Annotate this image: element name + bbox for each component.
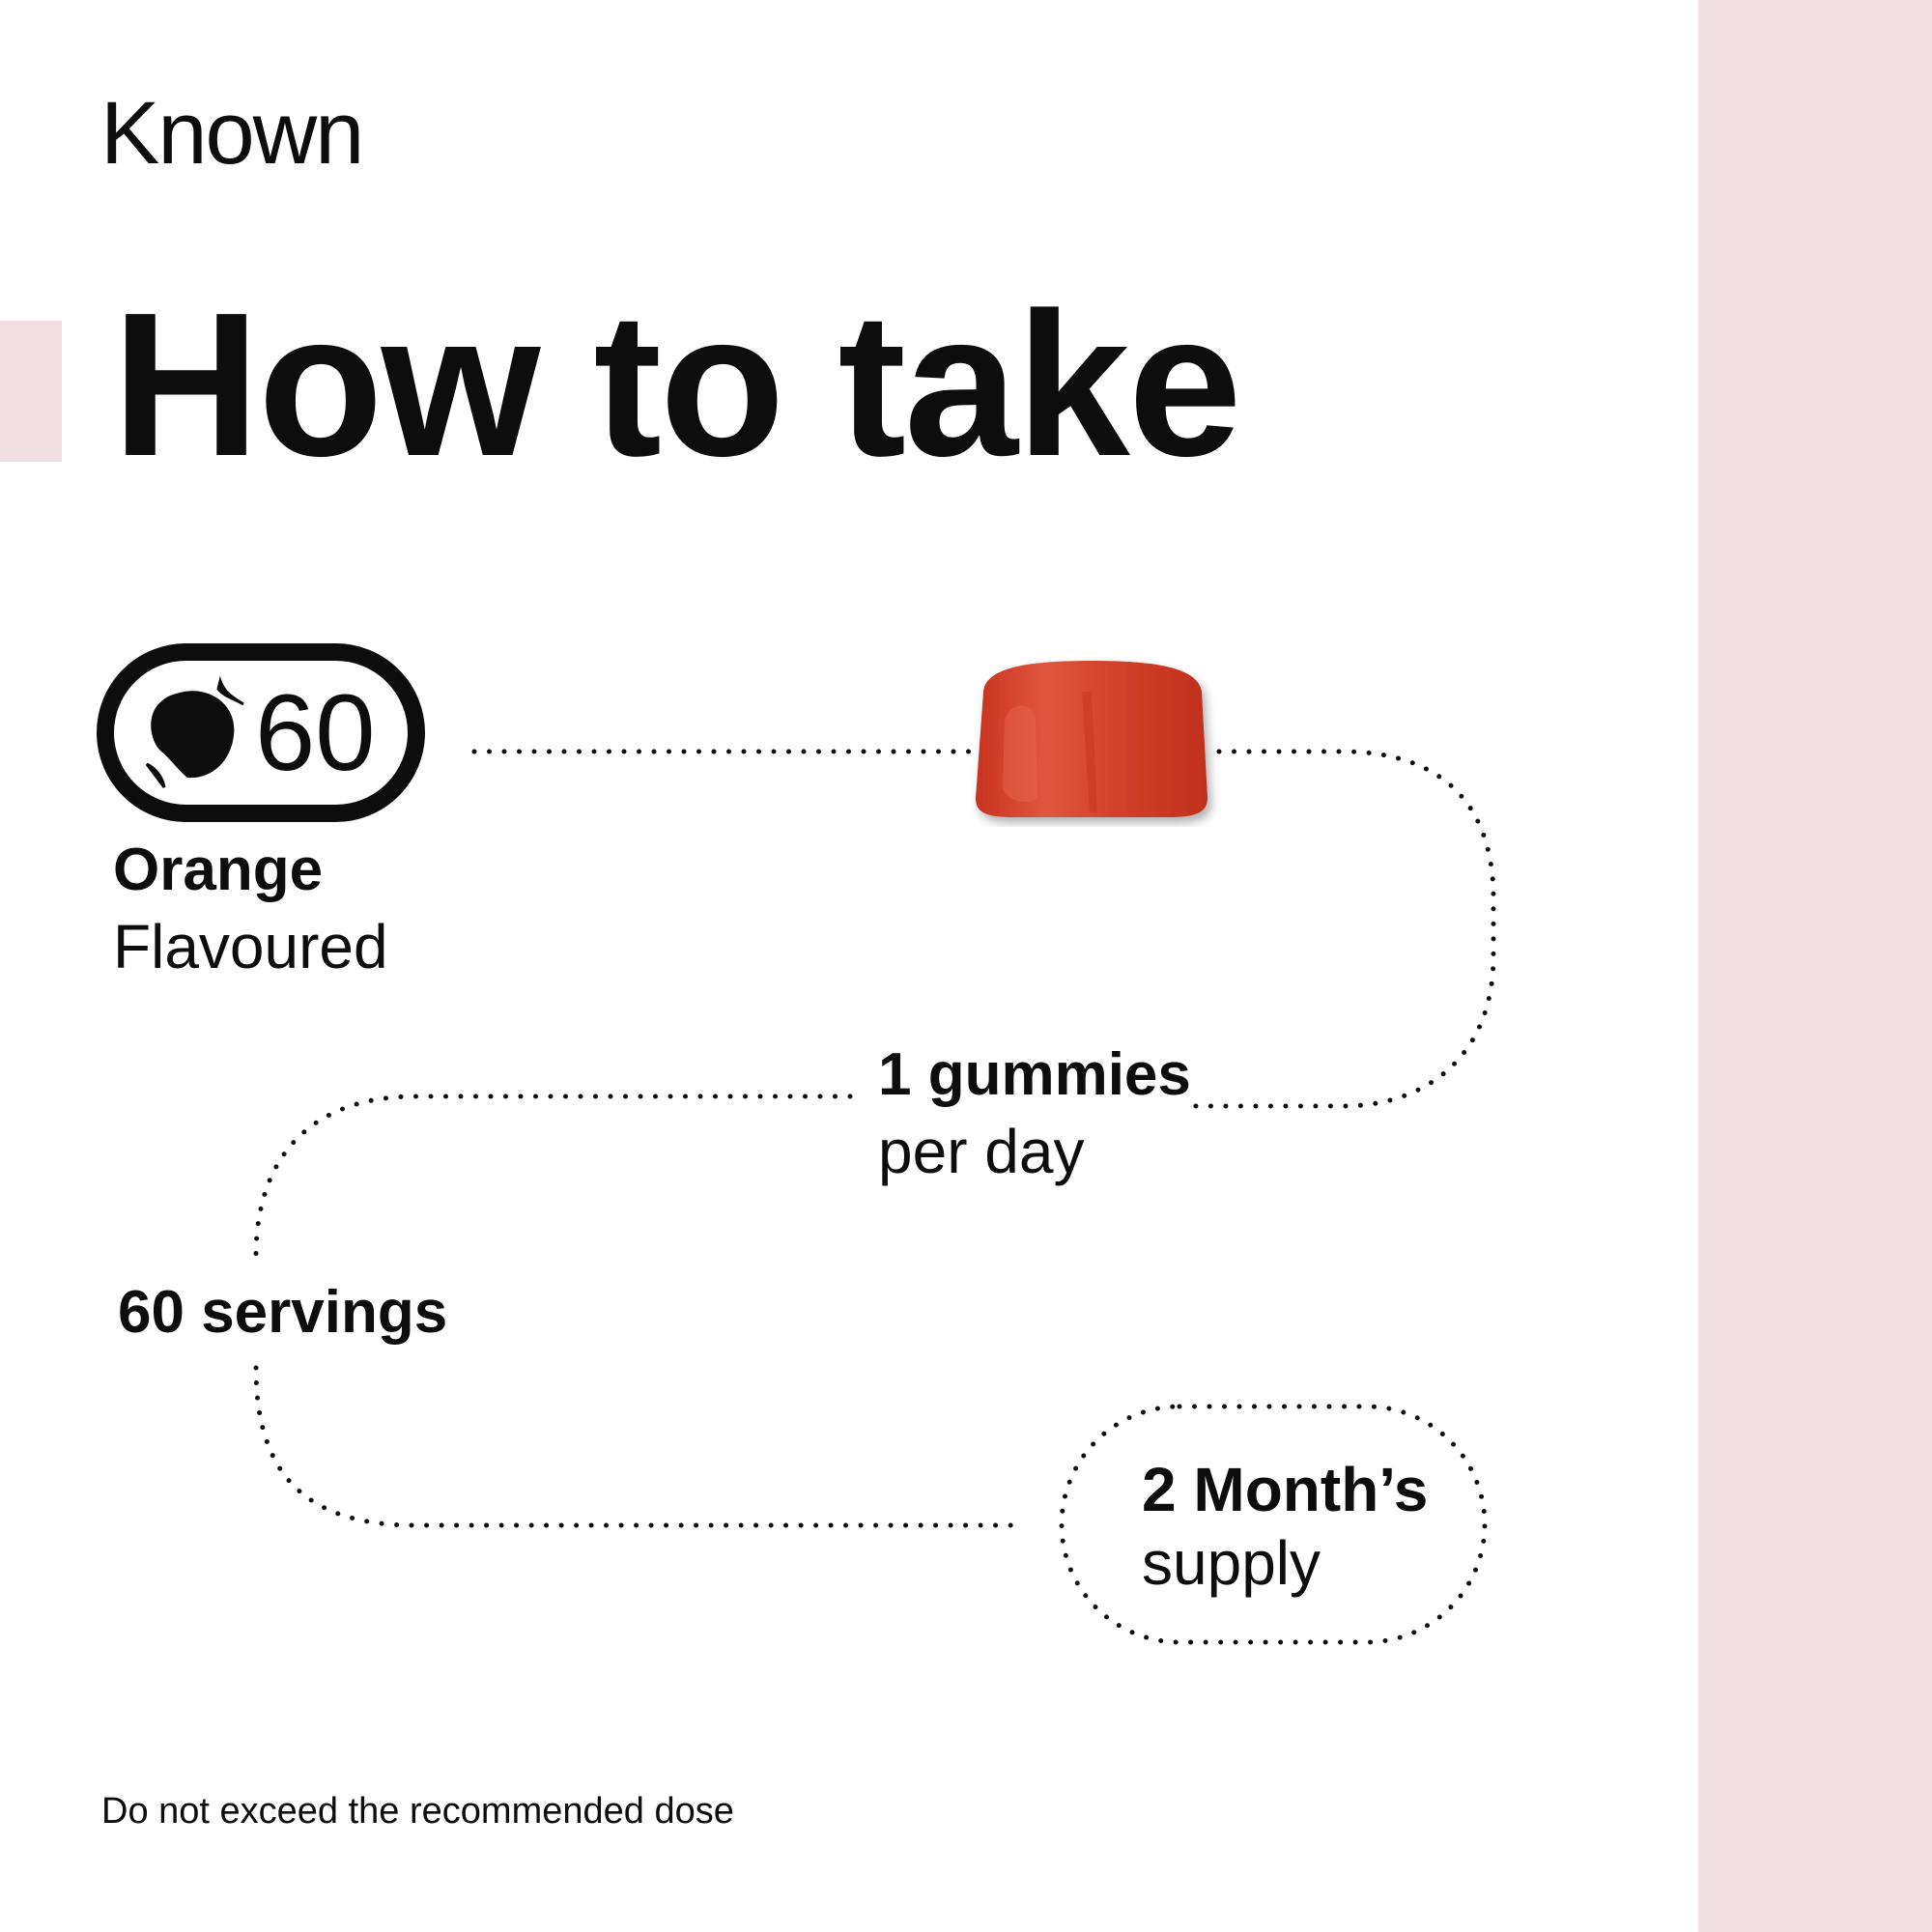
heading-accent-bar [0,321,62,462]
dotted-curve-gummy-to-dose [1180,749,1496,1109]
dotted-curve-servings-to-supply [253,1365,1015,1528]
flavour-label: Flavoured [113,912,388,981]
count-badge: 60 [97,643,425,822]
brand-logo: Known [100,84,364,183]
flavour-name: Orange [113,837,324,903]
supply-duration: 2 Month’s [1142,1455,1429,1524]
supply-label: supply [1142,1528,1321,1598]
servings-count: 60 servings [118,1279,448,1346]
orange-fruit-icon [145,675,244,788]
dose-frequency: per day [878,1117,1085,1186]
supply-pill-outline [1059,1404,1488,1645]
dose-amount: 1 gummies [878,1041,1191,1108]
dotted-curve-dose-to-servings [253,1094,853,1259]
page-title: How to take [112,270,1242,498]
badge-count: 60 [255,671,376,793]
footer-note: Do not exceed the recommended dose [101,1791,734,1832]
side-panel [1698,0,1932,1932]
gummy-image [976,661,1208,817]
